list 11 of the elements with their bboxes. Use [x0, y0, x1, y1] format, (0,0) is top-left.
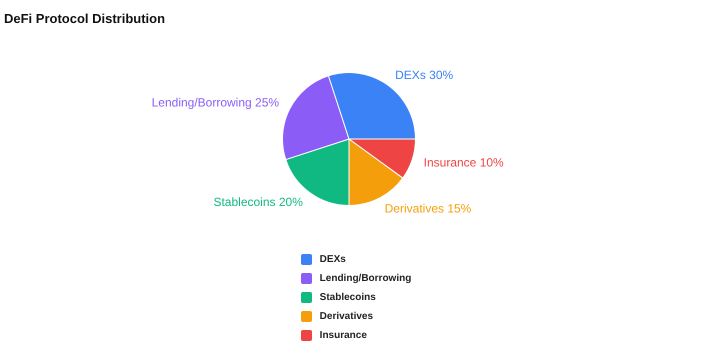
category-label: Stablecoins 20%: [213, 194, 303, 209]
text: DeFi Protocol Distribution: [4, 11, 166, 26]
legend-label: Insurance: [320, 330, 367, 341]
legend-label: Derivatives: [320, 311, 374, 322]
legend-label: Stablecoins: [320, 292, 376, 303]
category-label: Insurance 10%: [424, 156, 504, 170]
legend-label: DEXs: [320, 254, 346, 265]
legend-label: Lending/Borrowing: [320, 273, 412, 284]
category-label: Lending/Borrowing 25%: [152, 96, 280, 110]
category-label: DEXs 30%: [395, 68, 454, 82]
category-label: Derivatives 15%: [384, 201, 472, 216]
